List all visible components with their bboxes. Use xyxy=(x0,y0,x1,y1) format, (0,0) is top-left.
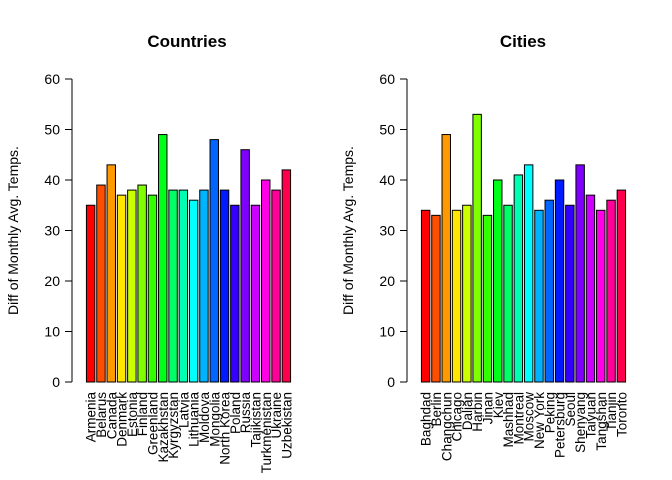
x-category-label: Jinan xyxy=(480,392,495,424)
bar-estonia xyxy=(127,189,137,383)
y-tick-label: 50 xyxy=(379,122,395,138)
x-category-label: Seoul xyxy=(563,392,578,427)
x-category-label: Tianjin xyxy=(604,392,619,431)
x-category-label: New York xyxy=(532,392,547,449)
bar-shenyang xyxy=(575,164,585,383)
bar-moscow xyxy=(523,164,534,383)
x-category-label: Latvia xyxy=(176,392,191,429)
x-category-label: Chicago xyxy=(450,392,465,442)
bar-kazakhstan xyxy=(158,134,168,383)
chart-title: Cities xyxy=(500,32,546,51)
bar-dalian xyxy=(462,204,472,383)
x-category-label: Tajikistan xyxy=(248,392,263,448)
bar-petersburg xyxy=(554,179,565,383)
x-category-label: Uzbekistan xyxy=(279,392,294,459)
x-category-label: Baghdad xyxy=(419,392,434,446)
x-category-label: Armenia xyxy=(84,392,99,443)
bar-mashhad xyxy=(503,204,513,383)
bar-kiev xyxy=(493,179,503,383)
y-tick-label: 40 xyxy=(44,172,60,188)
x-category-label: Kiev xyxy=(491,392,506,419)
bar-lithuania xyxy=(188,199,199,383)
x-category-label: Belarus xyxy=(94,392,109,438)
bar-seoul xyxy=(565,204,575,383)
bar-tangshan xyxy=(596,209,606,383)
bar-russia xyxy=(240,149,250,383)
bar-toronto xyxy=(616,189,627,383)
bar-mongolia xyxy=(209,139,219,383)
bar-changchun xyxy=(441,134,451,383)
bar-berlin xyxy=(431,214,441,383)
x-category-label: Poland xyxy=(228,392,243,434)
x-category-label: Ukraine xyxy=(269,392,284,439)
bar-north-korea xyxy=(219,189,230,383)
bar-baghdad xyxy=(420,209,431,383)
bar-tajikistan xyxy=(250,204,261,383)
bar-finland xyxy=(137,184,147,383)
bar-taiyuan xyxy=(585,194,596,383)
bar-poland xyxy=(230,204,240,383)
bar-uzbekistan xyxy=(281,169,292,383)
x-category-label: Greenland xyxy=(145,392,160,455)
x-category-label: Changchun xyxy=(439,392,454,461)
x-category-label: Taiyuan xyxy=(583,392,598,439)
y-tick-label: 20 xyxy=(379,273,395,289)
bar-new-york xyxy=(534,209,544,383)
x-category-label: Denmark xyxy=(115,392,130,447)
x-category-label: Petersburg xyxy=(553,392,568,458)
bar-moldova xyxy=(199,189,209,383)
x-category-label: North Korea xyxy=(218,392,233,465)
bar-latvia xyxy=(178,189,189,383)
x-category-label: Kazakhstan xyxy=(156,392,171,463)
x-category-label: Harbin xyxy=(470,392,485,432)
x-category-label: Finland xyxy=(135,392,150,436)
bar-kyrgyzstan xyxy=(168,189,178,383)
x-category-label: Estonia xyxy=(125,392,140,438)
x-category-label: Montreal xyxy=(511,392,526,445)
bar-belarus xyxy=(96,184,106,383)
y-tick-label: 10 xyxy=(44,324,60,340)
bar-denmark xyxy=(116,194,127,383)
y-tick-label: 0 xyxy=(52,374,60,390)
x-category-label: Russia xyxy=(238,392,253,434)
x-category-label: Mongolia xyxy=(207,392,222,447)
x-category-label: Toronto xyxy=(614,392,629,437)
x-category-label: Dalian xyxy=(460,392,475,430)
y-tick-label: 0 xyxy=(387,374,395,390)
x-category-label: Lithuania xyxy=(187,392,202,447)
bar-chicago xyxy=(451,209,462,383)
y-tick-label: 30 xyxy=(44,223,60,239)
x-category-label: Berlin xyxy=(429,392,444,427)
y-tick-label: 60 xyxy=(44,71,60,87)
y-axis-label: Diff of Monthly Avg. Temps. xyxy=(340,146,356,315)
x-category-label: Canada xyxy=(104,392,119,440)
bar-canada xyxy=(106,164,116,383)
y-tick-label: 50 xyxy=(44,122,60,138)
x-category-label: Peking xyxy=(542,392,557,433)
x-category-label: Moldova xyxy=(197,392,212,444)
y-tick-label: 10 xyxy=(379,324,395,340)
bar-greenland xyxy=(147,194,158,383)
x-category-label: Moscow xyxy=(522,392,537,442)
y-tick-label: 20 xyxy=(44,273,60,289)
y-tick-label: 60 xyxy=(379,71,395,87)
y-tick-label: 40 xyxy=(379,172,395,188)
x-category-label: Shenyang xyxy=(573,392,588,453)
bar-harbin xyxy=(472,113,482,383)
bar-peking xyxy=(544,199,554,383)
bar-jinan xyxy=(482,214,493,383)
bar-armenia xyxy=(85,204,96,383)
x-category-label: Tangshan xyxy=(594,392,609,451)
bar-ukraine xyxy=(271,189,281,383)
bar-tianjin xyxy=(606,199,616,383)
bar-montreal xyxy=(513,174,524,383)
bar-turkmenistan xyxy=(261,179,271,383)
chart-title: Countries xyxy=(147,32,226,51)
x-category-label: Turkmenistan xyxy=(259,392,274,473)
x-category-label: Mashhad xyxy=(501,392,516,448)
y-axis-label: Diff of Monthly Avg. Temps. xyxy=(5,146,21,315)
x-category-label: Kyrgyzstan xyxy=(166,392,181,459)
y-tick-label: 30 xyxy=(379,223,395,239)
